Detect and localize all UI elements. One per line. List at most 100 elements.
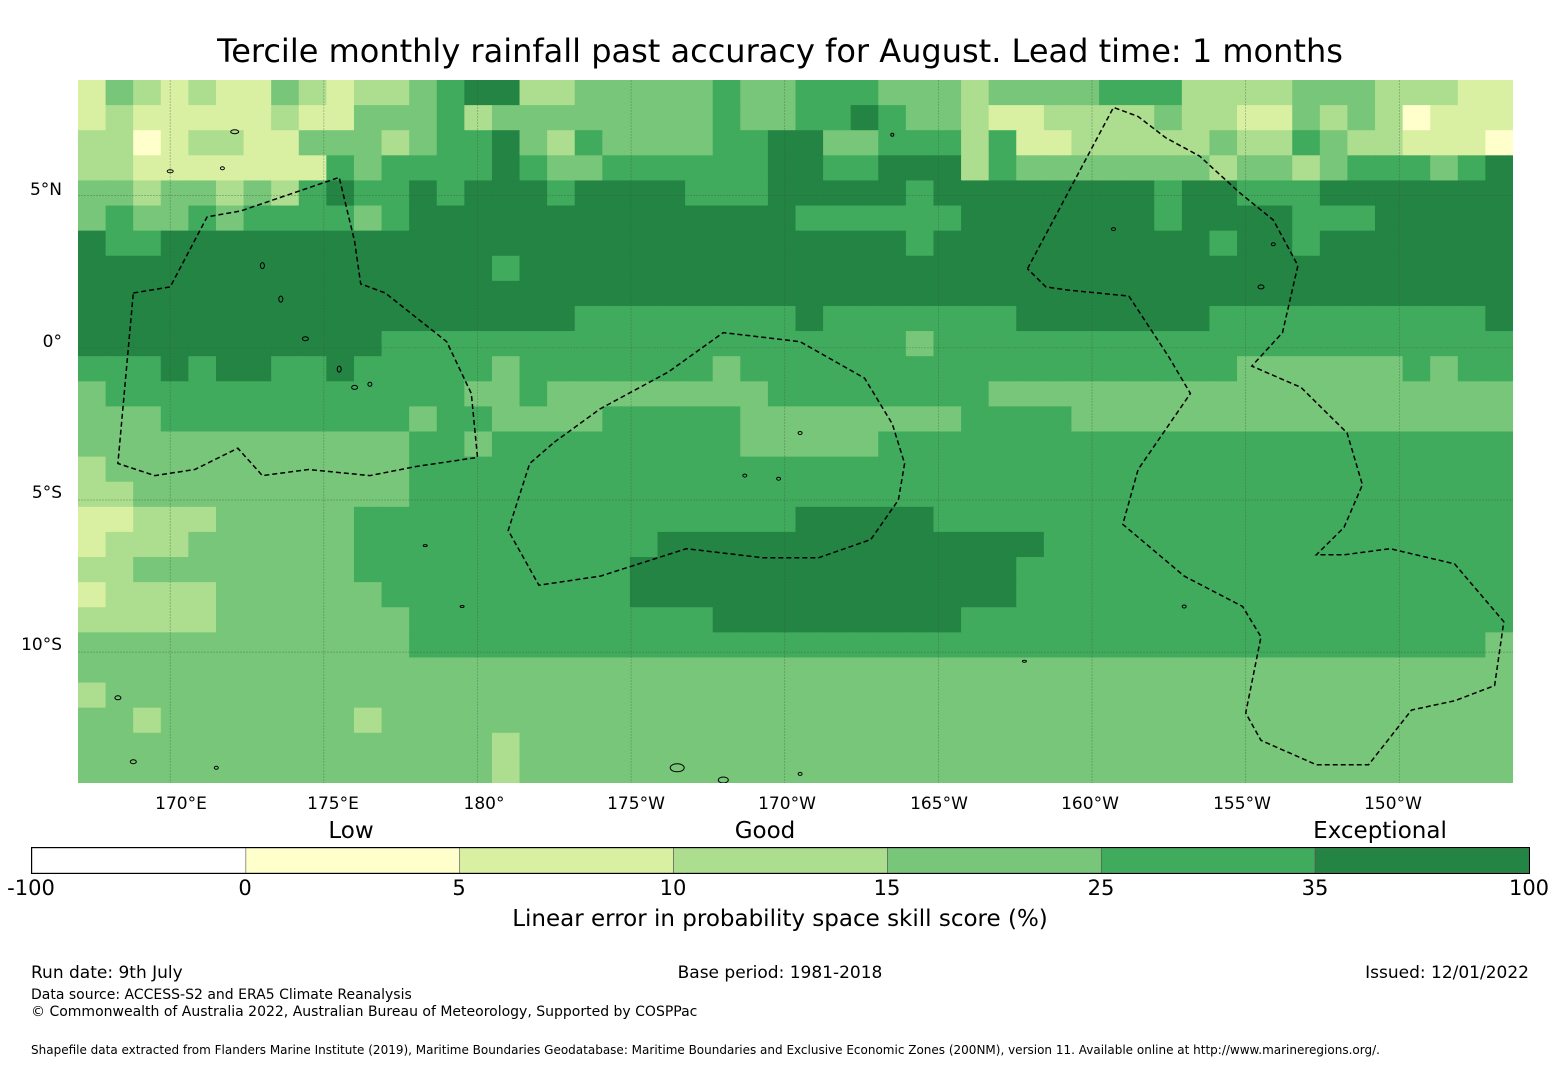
skill-cell bbox=[1375, 255, 1404, 282]
skill-cell bbox=[188, 230, 217, 257]
skill-cell bbox=[1430, 757, 1459, 783]
skill-cell bbox=[1430, 732, 1459, 759]
skill-cell bbox=[105, 632, 134, 659]
skill-cell bbox=[519, 657, 548, 684]
skill-cell bbox=[1154, 732, 1183, 759]
skill-cell bbox=[1181, 255, 1211, 282]
skill-cell bbox=[740, 481, 769, 508]
skill-cell bbox=[905, 682, 935, 709]
skill-cell bbox=[1402, 456, 1431, 483]
skill-cell bbox=[160, 305, 189, 332]
skill-cell bbox=[436, 757, 465, 783]
skill-cell bbox=[1154, 280, 1183, 307]
skill-cell bbox=[1292, 682, 1321, 709]
skill-cell bbox=[271, 732, 300, 759]
skill-cell bbox=[1264, 531, 1293, 558]
skill-cell bbox=[1264, 557, 1293, 583]
skill-cell bbox=[988, 657, 1017, 684]
skill-cell bbox=[1430, 607, 1459, 633]
skill-cell bbox=[1375, 732, 1404, 759]
skill-cell bbox=[353, 180, 383, 207]
skill-cell bbox=[1181, 506, 1211, 533]
skill-cell bbox=[878, 180, 907, 207]
skill-cell bbox=[767, 105, 797, 131]
skill-cell bbox=[326, 607, 355, 633]
skill-cell bbox=[326, 356, 355, 382]
eez-boundaries bbox=[117, 106, 1505, 766]
skill-cell bbox=[78, 632, 107, 659]
skill-cell bbox=[271, 280, 300, 307]
skill-cell bbox=[381, 205, 410, 232]
skill-cell bbox=[133, 255, 162, 282]
skill-cell bbox=[961, 80, 990, 106]
skill-cell bbox=[105, 406, 134, 433]
skill-cell bbox=[1099, 481, 1128, 508]
skill-cell bbox=[160, 280, 189, 307]
skill-cell bbox=[1457, 331, 1487, 357]
skill-cell bbox=[795, 280, 824, 307]
colorbar-tick: 100 bbox=[1508, 876, 1550, 900]
skill-cell bbox=[547, 205, 576, 232]
skill-cell bbox=[1181, 582, 1211, 608]
lon-label-155w: 155°W bbox=[1213, 794, 1271, 814]
skill-cell bbox=[740, 557, 769, 583]
skill-cell bbox=[1375, 456, 1404, 483]
skill-cell bbox=[1347, 607, 1376, 633]
skill-cell bbox=[767, 506, 797, 533]
skill-cell bbox=[685, 255, 714, 282]
skill-cell bbox=[1237, 557, 1266, 583]
skill-cell bbox=[933, 557, 962, 583]
skill-cell bbox=[602, 280, 631, 307]
skill-cell bbox=[547, 180, 576, 207]
skill-cell bbox=[878, 456, 907, 483]
skill-cell bbox=[685, 531, 714, 558]
skill-cell bbox=[1209, 406, 1238, 433]
eez-boundary-line bbox=[117, 176, 479, 477]
island-outline bbox=[230, 129, 240, 135]
skill-cell bbox=[1430, 205, 1459, 232]
skill-cell bbox=[519, 105, 548, 131]
skill-cell bbox=[574, 757, 603, 783]
skill-cell bbox=[602, 255, 631, 282]
skill-cell bbox=[1016, 205, 1045, 232]
skill-cell bbox=[850, 607, 879, 633]
skill-cell bbox=[878, 557, 907, 583]
skill-cell bbox=[795, 230, 824, 257]
skill-cell bbox=[712, 406, 741, 433]
skill-cell bbox=[133, 456, 162, 483]
skill-cell bbox=[353, 506, 383, 533]
skill-cell bbox=[243, 707, 272, 734]
skill-cell bbox=[1099, 757, 1128, 783]
skill-cell bbox=[1347, 230, 1376, 257]
skill-cell bbox=[271, 331, 300, 357]
skill-cell bbox=[326, 205, 355, 232]
skill-cell bbox=[381, 757, 410, 783]
skill-cell bbox=[519, 481, 548, 508]
skill-cell bbox=[133, 406, 162, 433]
skill-cell bbox=[988, 582, 1017, 608]
skill-cell bbox=[160, 632, 189, 659]
skill-cell bbox=[1375, 506, 1404, 533]
skill-cell bbox=[1237, 707, 1266, 734]
eez-boundary-line bbox=[1026, 106, 1505, 766]
skill-cell bbox=[1181, 531, 1211, 558]
skill-cell bbox=[271, 205, 300, 232]
skill-cell bbox=[1292, 155, 1321, 182]
skill-cell bbox=[519, 80, 548, 106]
skill-cell bbox=[685, 682, 714, 709]
skill-cell bbox=[629, 255, 659, 282]
skill-cell bbox=[298, 331, 327, 357]
skill-cell bbox=[1264, 381, 1293, 407]
skill-cell bbox=[1485, 305, 1513, 332]
skill-cell bbox=[298, 356, 327, 382]
skill-cell bbox=[657, 105, 686, 131]
skill-cell bbox=[298, 280, 327, 307]
skill-cell bbox=[1347, 255, 1376, 282]
skill-cell bbox=[1402, 757, 1431, 783]
skill-cell bbox=[78, 406, 107, 433]
skill-cell bbox=[1430, 230, 1459, 257]
skill-cell bbox=[712, 481, 741, 508]
skill-cell bbox=[464, 155, 493, 182]
skill-cell bbox=[712, 657, 741, 684]
skill-cell bbox=[547, 356, 576, 382]
